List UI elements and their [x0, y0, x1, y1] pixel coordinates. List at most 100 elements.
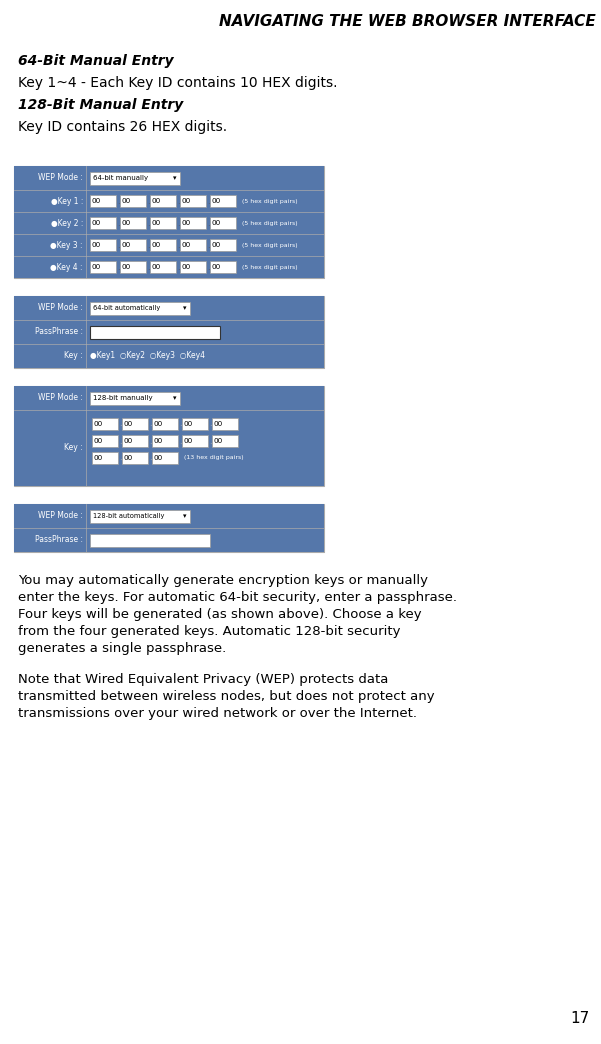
- FancyBboxPatch shape: [14, 386, 324, 410]
- Text: Key :: Key :: [64, 444, 83, 452]
- FancyBboxPatch shape: [180, 195, 206, 207]
- Text: .: .: [118, 420, 121, 428]
- Text: You may automatically generate encryption keys or manually: You may automatically generate encryptio…: [18, 574, 428, 587]
- FancyBboxPatch shape: [120, 195, 146, 207]
- Text: generates a single passphrase.: generates a single passphrase.: [18, 642, 226, 655]
- FancyBboxPatch shape: [14, 296, 324, 367]
- Text: 00: 00: [122, 242, 131, 248]
- FancyBboxPatch shape: [14, 386, 324, 487]
- FancyBboxPatch shape: [212, 418, 238, 430]
- Text: .: .: [147, 262, 149, 271]
- Text: PassPhrase :: PassPhrase :: [35, 328, 83, 336]
- Text: 00: 00: [212, 198, 221, 204]
- Text: 00: 00: [124, 421, 133, 427]
- FancyBboxPatch shape: [212, 435, 238, 447]
- Text: Key :: Key :: [64, 352, 83, 360]
- FancyBboxPatch shape: [90, 261, 116, 272]
- FancyBboxPatch shape: [122, 452, 148, 464]
- Text: 00: 00: [122, 264, 131, 270]
- Text: 00: 00: [212, 220, 221, 226]
- Text: .: .: [207, 218, 209, 228]
- Text: ●Key 3 :: ●Key 3 :: [50, 240, 83, 250]
- FancyBboxPatch shape: [122, 435, 148, 447]
- Text: WEP Mode :: WEP Mode :: [38, 173, 83, 183]
- Text: 00: 00: [92, 264, 101, 270]
- FancyBboxPatch shape: [180, 239, 206, 251]
- Text: .: .: [177, 240, 179, 250]
- FancyBboxPatch shape: [182, 435, 208, 447]
- FancyBboxPatch shape: [14, 166, 324, 278]
- FancyBboxPatch shape: [90, 326, 220, 338]
- Text: .: .: [207, 262, 209, 271]
- FancyBboxPatch shape: [120, 239, 146, 251]
- Text: 00: 00: [154, 438, 163, 444]
- FancyBboxPatch shape: [182, 418, 208, 430]
- FancyBboxPatch shape: [90, 171, 180, 185]
- Text: .: .: [178, 436, 182, 446]
- Text: ▾: ▾: [173, 175, 177, 181]
- Text: .: .: [118, 436, 121, 446]
- FancyBboxPatch shape: [152, 435, 178, 447]
- FancyBboxPatch shape: [14, 345, 324, 367]
- Text: (5 hex digit pairs): (5 hex digit pairs): [242, 198, 297, 204]
- FancyBboxPatch shape: [90, 509, 190, 522]
- Text: 64-Bit Manual Entry: 64-Bit Manual Entry: [18, 54, 174, 68]
- FancyBboxPatch shape: [180, 217, 206, 229]
- Text: 00: 00: [182, 198, 191, 204]
- Text: 00: 00: [182, 220, 191, 226]
- Text: 00: 00: [212, 242, 221, 248]
- FancyBboxPatch shape: [210, 239, 236, 251]
- FancyBboxPatch shape: [14, 504, 324, 552]
- Text: 00: 00: [154, 455, 163, 461]
- Text: 64-bit automatically: 64-bit automatically: [93, 305, 160, 311]
- Text: .: .: [117, 218, 120, 228]
- FancyBboxPatch shape: [90, 533, 210, 546]
- Text: 00: 00: [182, 264, 191, 270]
- FancyBboxPatch shape: [14, 256, 324, 278]
- FancyBboxPatch shape: [92, 452, 118, 464]
- Text: 128-bit automatically: 128-bit automatically: [93, 513, 165, 519]
- Text: .: .: [177, 262, 179, 271]
- FancyBboxPatch shape: [210, 195, 236, 207]
- Text: .: .: [147, 218, 149, 228]
- FancyBboxPatch shape: [120, 261, 146, 272]
- FancyBboxPatch shape: [14, 190, 324, 212]
- Text: WEP Mode :: WEP Mode :: [38, 394, 83, 403]
- FancyBboxPatch shape: [150, 217, 176, 229]
- Text: .: .: [117, 262, 120, 271]
- Text: WEP Mode :: WEP Mode :: [38, 512, 83, 521]
- Text: 00: 00: [152, 220, 161, 226]
- Text: 00: 00: [92, 198, 101, 204]
- FancyBboxPatch shape: [14, 234, 324, 256]
- FancyBboxPatch shape: [14, 212, 324, 234]
- FancyBboxPatch shape: [14, 410, 324, 487]
- Text: 00: 00: [212, 264, 221, 270]
- Text: 128-bit manually: 128-bit manually: [93, 395, 153, 401]
- Text: 00: 00: [184, 421, 194, 427]
- Text: .: .: [147, 196, 149, 206]
- Text: 00: 00: [94, 421, 103, 427]
- FancyBboxPatch shape: [210, 217, 236, 229]
- Text: Four keys will be generated (as shown above). Choose a key: Four keys will be generated (as shown ab…: [18, 608, 422, 621]
- Text: .: .: [178, 420, 182, 428]
- FancyBboxPatch shape: [150, 261, 176, 272]
- Text: .: .: [148, 453, 151, 462]
- Text: 00: 00: [124, 455, 133, 461]
- Text: WEP Mode :: WEP Mode :: [38, 304, 83, 312]
- Text: PassPhrase :: PassPhrase :: [35, 536, 83, 545]
- FancyBboxPatch shape: [90, 392, 180, 404]
- Text: (5 hex digit pairs): (5 hex digit pairs): [242, 220, 297, 226]
- Text: Note that Wired Equivalent Privacy (WEP) protects data: Note that Wired Equivalent Privacy (WEP)…: [18, 673, 388, 686]
- FancyBboxPatch shape: [122, 418, 148, 430]
- Text: 00: 00: [214, 421, 223, 427]
- FancyBboxPatch shape: [90, 239, 116, 251]
- Text: Key 1~4 - Each Key ID contains 10 HEX digits.: Key 1~4 - Each Key ID contains 10 HEX di…: [18, 76, 338, 90]
- FancyBboxPatch shape: [14, 166, 324, 190]
- FancyBboxPatch shape: [92, 435, 118, 447]
- Text: 00: 00: [94, 455, 103, 461]
- Text: ●Key 4 :: ●Key 4 :: [50, 262, 83, 271]
- Text: from the four generated keys. Automatic 128-bit security: from the four generated keys. Automatic …: [18, 625, 400, 638]
- Text: 00: 00: [152, 264, 161, 270]
- Text: .: .: [118, 453, 121, 462]
- FancyBboxPatch shape: [90, 302, 190, 314]
